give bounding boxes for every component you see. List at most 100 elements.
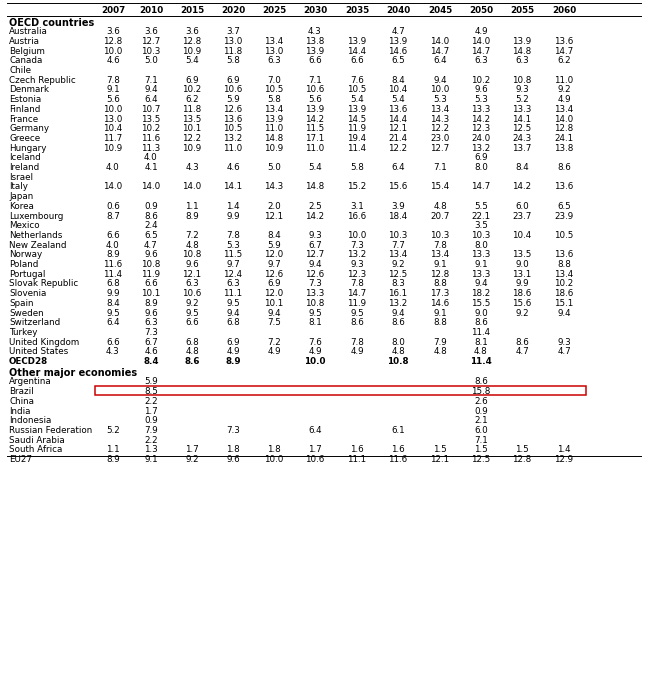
Text: 13.2: 13.2 [471, 144, 491, 153]
Text: 9.5: 9.5 [106, 308, 120, 317]
Text: 4.0: 4.0 [106, 240, 120, 250]
Text: 14.2: 14.2 [513, 182, 531, 192]
Text: 14.7: 14.7 [430, 47, 450, 55]
Text: 2030: 2030 [303, 6, 327, 15]
Text: 1.4: 1.4 [557, 446, 571, 454]
Text: 12.8: 12.8 [430, 270, 450, 279]
Text: 10.8: 10.8 [513, 76, 532, 84]
Text: Luxembourg: Luxembourg [9, 211, 64, 221]
Text: 11.1: 11.1 [347, 455, 367, 464]
Text: 9.2: 9.2 [557, 86, 571, 94]
Text: 13.9: 13.9 [388, 37, 408, 46]
Text: 13.2: 13.2 [388, 299, 408, 308]
Text: 13.3: 13.3 [305, 289, 325, 298]
Text: 8.5: 8.5 [144, 387, 158, 396]
Text: 5.9: 5.9 [226, 95, 240, 104]
Text: 4.9: 4.9 [474, 27, 488, 36]
Text: 9.3: 9.3 [308, 231, 322, 240]
Text: 2007: 2007 [101, 6, 125, 15]
Text: 6.2: 6.2 [185, 95, 199, 104]
Text: 6.6: 6.6 [145, 279, 158, 288]
Text: 11.8: 11.8 [182, 105, 202, 114]
Text: Indonesia: Indonesia [9, 416, 51, 425]
Text: 9.4: 9.4 [557, 308, 571, 317]
Text: 7.6: 7.6 [350, 76, 364, 84]
Text: 10.6: 10.6 [305, 455, 325, 464]
Text: 15.5: 15.5 [471, 299, 491, 308]
Text: 9.5: 9.5 [308, 308, 322, 317]
Text: 10.9: 10.9 [104, 144, 122, 153]
Text: 13.0: 13.0 [224, 37, 243, 46]
Text: 5.3: 5.3 [226, 240, 240, 250]
Text: 5.9: 5.9 [267, 240, 281, 250]
Text: 4.7: 4.7 [515, 348, 529, 356]
Text: 15.8: 15.8 [471, 387, 491, 396]
Text: 15.1: 15.1 [555, 299, 573, 308]
Text: 11.0: 11.0 [264, 124, 284, 133]
Text: Italy: Italy [9, 182, 28, 192]
Text: 12.6: 12.6 [264, 270, 284, 279]
Text: Greece: Greece [9, 134, 40, 143]
Text: 22.1: 22.1 [472, 211, 491, 221]
Text: 5.4: 5.4 [308, 163, 322, 172]
Text: 9.1: 9.1 [106, 86, 120, 94]
Text: 6.4: 6.4 [145, 95, 158, 104]
Text: 13.7: 13.7 [513, 144, 532, 153]
Text: Other major economies: Other major economies [9, 368, 137, 378]
Text: 9.4: 9.4 [308, 260, 322, 269]
Text: 15.4: 15.4 [430, 182, 450, 192]
Text: 6.6: 6.6 [308, 56, 322, 65]
Text: OECD28: OECD28 [9, 357, 48, 366]
Text: 1.4: 1.4 [226, 202, 240, 211]
Text: 4.3: 4.3 [185, 163, 199, 172]
Text: 14.7: 14.7 [471, 182, 491, 192]
Text: 6.6: 6.6 [106, 338, 120, 346]
Text: 24.3: 24.3 [513, 134, 531, 143]
Text: 13.9: 13.9 [347, 105, 367, 114]
Text: 13.9: 13.9 [264, 115, 284, 124]
Text: Slovak Republic: Slovak Republic [9, 279, 78, 288]
Bar [95, 386, 586, 396]
Text: 14.2: 14.2 [472, 115, 491, 124]
Text: Iceland: Iceland [9, 153, 41, 162]
Text: 6.5: 6.5 [144, 231, 158, 240]
Text: Australia: Australia [9, 27, 48, 36]
Text: 14.0: 14.0 [555, 115, 573, 124]
Text: 13.4: 13.4 [388, 250, 408, 259]
Text: 2.2: 2.2 [145, 435, 158, 445]
Text: Japan: Japan [9, 192, 33, 201]
Text: 2015: 2015 [180, 6, 204, 15]
Text: 5.4: 5.4 [185, 56, 199, 65]
Text: 14.7: 14.7 [555, 47, 573, 55]
Text: 5.6: 5.6 [106, 95, 120, 104]
Text: 24.1: 24.1 [555, 134, 573, 143]
Text: 7.1: 7.1 [474, 435, 488, 445]
Text: 2010: 2010 [139, 6, 163, 15]
Text: Finland: Finland [9, 105, 40, 114]
Text: 8.4: 8.4 [391, 76, 405, 84]
Text: 12.6: 12.6 [224, 105, 242, 114]
Text: 12.0: 12.0 [264, 250, 284, 259]
Text: 13.4: 13.4 [264, 37, 284, 46]
Text: 1.7: 1.7 [185, 446, 199, 454]
Text: 1.5: 1.5 [515, 446, 529, 454]
Text: 8.6: 8.6 [557, 163, 571, 172]
Text: 10.4: 10.4 [104, 124, 122, 133]
Text: 9.1: 9.1 [433, 260, 447, 269]
Text: 14.6: 14.6 [388, 47, 408, 55]
Text: 8.4: 8.4 [143, 357, 159, 366]
Text: 9.4: 9.4 [474, 279, 488, 288]
Text: 3.9: 3.9 [391, 202, 405, 211]
Text: EU27: EU27 [9, 455, 32, 464]
Text: New Zealand: New Zealand [9, 240, 67, 250]
Text: 14.8: 14.8 [513, 47, 531, 55]
Text: 8.6: 8.6 [515, 338, 529, 346]
Text: 12.3: 12.3 [347, 270, 367, 279]
Text: 9.3: 9.3 [350, 260, 364, 269]
Text: 12.0: 12.0 [264, 289, 284, 298]
Text: 4.6: 4.6 [145, 348, 158, 356]
Text: 10.9: 10.9 [182, 144, 202, 153]
Text: 2.6: 2.6 [474, 397, 488, 406]
Text: 5.9: 5.9 [144, 377, 158, 386]
Text: 10.3: 10.3 [141, 47, 161, 55]
